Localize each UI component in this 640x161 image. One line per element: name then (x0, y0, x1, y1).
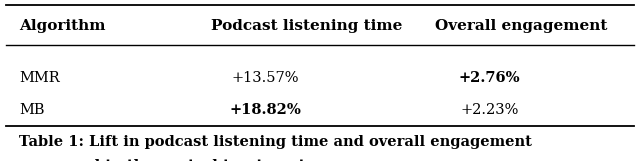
Text: Algorithm: Algorithm (19, 19, 106, 33)
Text: MB: MB (19, 103, 45, 117)
Text: Overall engagement: Overall engagement (435, 19, 607, 33)
Text: +13.57%: +13.57% (232, 71, 300, 85)
Text: MMR: MMR (19, 71, 60, 85)
Text: compared to the control treatment.: compared to the control treatment. (19, 159, 310, 161)
Text: Podcast listening time: Podcast listening time (211, 19, 403, 33)
Text: +2.23%: +2.23% (460, 103, 519, 117)
Text: Table 1: Lift in podcast listening time and overall engagement: Table 1: Lift in podcast listening time … (19, 135, 532, 149)
Text: +2.76%: +2.76% (459, 71, 520, 85)
Text: +18.82%: +18.82% (230, 103, 301, 117)
